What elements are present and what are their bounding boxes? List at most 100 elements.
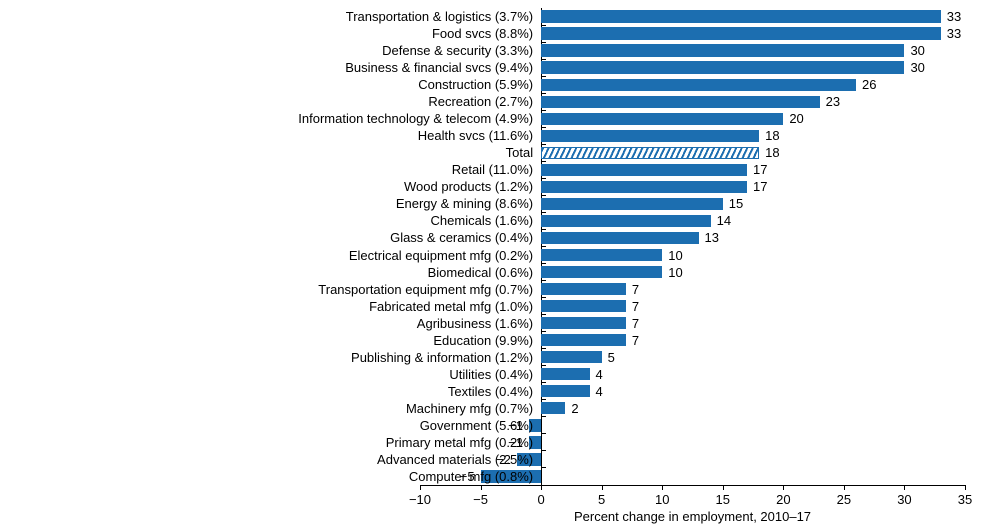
category-label: Information technology & telecom (4.9%) — [298, 111, 533, 126]
value-label: 7 — [632, 299, 639, 314]
value-label: −1 — [508, 418, 523, 433]
category-label: Machinery mfg (0.7%) — [406, 401, 533, 416]
bar — [541, 44, 904, 56]
row-tick — [541, 246, 546, 247]
bar — [541, 61, 904, 73]
value-label: 7 — [632, 282, 639, 297]
bar — [541, 232, 698, 244]
category-label: Fabricated metal mfg (1.0%) — [369, 299, 533, 314]
row-tick — [541, 314, 546, 315]
x-axis-line — [420, 485, 965, 486]
row-tick — [541, 161, 546, 162]
x-tick — [420, 485, 421, 490]
x-tick-label: 20 — [776, 492, 790, 507]
row-tick — [541, 76, 546, 77]
value-label: 26 — [862, 77, 876, 92]
row-tick — [541, 93, 546, 94]
x-tick — [844, 485, 845, 490]
x-tick-label: 35 — [958, 492, 972, 507]
x-tick-label: 0 — [537, 492, 544, 507]
value-label: 4 — [596, 367, 603, 382]
category-label: Electrical equipment mfg (0.2%) — [349, 248, 533, 263]
row-tick — [541, 416, 546, 417]
value-label: −2 — [496, 452, 511, 467]
row-tick — [541, 25, 546, 26]
category-label: Publishing & information (1.2%) — [351, 350, 533, 365]
value-label: 23 — [826, 94, 840, 109]
value-label: −1 — [508, 435, 523, 450]
row-tick — [541, 42, 546, 43]
row-tick — [541, 229, 546, 230]
category-label: Wood products (1.2%) — [404, 179, 533, 194]
bar — [541, 10, 941, 22]
value-label: −5 — [460, 469, 475, 484]
employment-change-bar-chart: −10−505101520253035Percent change in emp… — [0, 0, 1000, 530]
row-tick — [541, 195, 546, 196]
x-tick — [723, 485, 724, 490]
category-label: Total — [506, 145, 533, 160]
value-label: 10 — [668, 248, 682, 263]
x-tick-label: 30 — [897, 492, 911, 507]
row-tick — [541, 212, 546, 213]
category-label: Construction (5.9%) — [418, 77, 533, 92]
x-tick — [602, 485, 603, 490]
bar — [541, 198, 723, 210]
x-tick — [965, 485, 966, 490]
value-label: 17 — [753, 162, 767, 177]
value-label: 17 — [753, 179, 767, 194]
row-tick — [541, 399, 546, 400]
value-label: 20 — [789, 111, 803, 126]
category-label: Business & financial svcs (9.4%) — [345, 60, 533, 75]
row-tick — [541, 450, 546, 451]
category-label: Transportation equipment mfg (0.7%) — [318, 282, 533, 297]
value-label: 33 — [947, 26, 961, 41]
bar — [541, 130, 759, 142]
category-label: Glass & ceramics (0.4%) — [390, 230, 533, 245]
value-label: 33 — [947, 9, 961, 24]
row-tick — [541, 127, 546, 128]
x-tick — [904, 485, 905, 490]
row-tick — [541, 144, 546, 145]
row-tick — [541, 297, 546, 298]
bar — [541, 334, 626, 346]
category-label: Utilities (0.4%) — [449, 367, 533, 382]
value-label: 2 — [571, 401, 578, 416]
value-label: 13 — [705, 230, 719, 245]
category-label: Education (9.9%) — [433, 333, 533, 348]
x-tick-label: −5 — [473, 492, 488, 507]
category-label: Biomedical (0.6%) — [428, 265, 534, 280]
row-tick — [541, 365, 546, 366]
bar — [541, 181, 747, 193]
bar — [541, 351, 602, 363]
category-label: Health svcs (11.6%) — [418, 128, 533, 143]
row-tick — [541, 280, 546, 281]
x-tick-label: 5 — [598, 492, 605, 507]
bar — [541, 215, 711, 227]
x-axis-title: Percent change in employment, 2010–17 — [574, 509, 811, 524]
row-tick — [541, 433, 546, 434]
bar — [541, 300, 626, 312]
value-label: 10 — [668, 265, 682, 280]
bar — [541, 164, 747, 176]
value-label: 18 — [765, 145, 779, 160]
value-label: 30 — [910, 60, 924, 75]
category-label: Energy & mining (8.6%) — [396, 196, 533, 211]
x-tick-label: −10 — [409, 492, 431, 507]
bar — [541, 402, 565, 414]
bar — [541, 249, 662, 261]
value-label: 30 — [910, 43, 924, 58]
row-tick — [541, 348, 546, 349]
row-tick — [541, 263, 546, 264]
row-tick — [541, 382, 546, 383]
category-label: Retail (11.0%) — [452, 162, 533, 177]
category-label: Agribusiness (1.6%) — [417, 316, 533, 331]
bar — [541, 96, 820, 108]
category-label: Chemicals (1.6%) — [431, 213, 534, 228]
value-label: 7 — [632, 333, 639, 348]
value-label: 4 — [596, 384, 603, 399]
x-tick — [481, 485, 482, 490]
category-label: Defense & security (3.3%) — [382, 43, 533, 58]
x-tick-label: 25 — [837, 492, 851, 507]
category-label: Textiles (0.4%) — [448, 384, 533, 399]
row-tick — [541, 110, 546, 111]
